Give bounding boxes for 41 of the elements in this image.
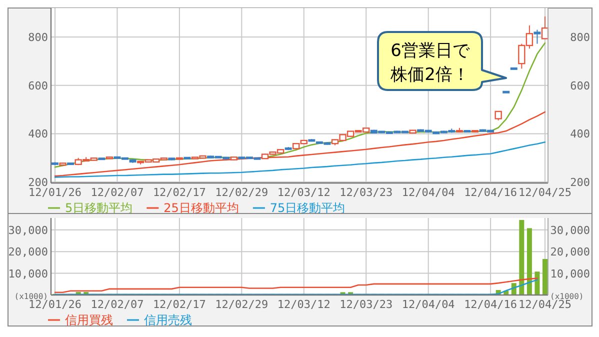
x-tick-label: 12/03/12 [277,186,330,199]
legend-label: 25日移動平均 [164,201,239,215]
y-tick-label: 800 [28,31,48,44]
legend-信用売残: 信用売残 [127,313,192,327]
y2-tick-label: 200 [570,176,590,190]
y2-tick-label: 600 [570,79,590,92]
x-tick-label: 12/02/29 [215,186,268,199]
x-tick-label: 12/02/17 [152,298,206,311]
x-tick-label: 12/04/25 [518,298,572,311]
x-tick-label: 12/01/26 [28,298,82,311]
y-tick-label: 600 [28,79,48,92]
legend-label: 信用買残 [65,313,113,327]
y2-tick-label: 400 [570,128,590,141]
annotation: 株価2倍！ [390,65,470,85]
x-tick-label: 12/03/23 [340,186,393,199]
x-tick-label: 12/04/16 [464,298,518,311]
y-tick-label: (x1000) [14,292,48,301]
y-tick-label: 30,000 [8,224,48,237]
legend-label: 75日移動平均 [270,201,346,215]
legend-label: 信用売残 [144,313,192,327]
y2-tick-label: 10,000 [550,267,590,280]
y2-tick-label: (x1000) [550,292,584,301]
y-tick-label: 20,000 [8,246,48,259]
y-tick-label: 400 [28,128,48,141]
x-tick-label: 12/02/07 [90,186,144,199]
y2-tick-label: 20,000 [550,246,590,259]
y2-tick-label: 30,000 [550,224,590,237]
x-tick-label: 12/04/04 [402,298,456,311]
legend-label: 5日移動平均 [65,201,133,215]
x-tick-label: 12/03/23 [340,298,393,311]
x-tick-label: 12/02/29 [215,298,268,311]
x-tick-label: 12/02/17 [152,186,206,199]
legend-信用買残: 信用買残 [48,313,113,327]
y-tick-label: 10,000 [8,267,48,280]
x-tick-label: 12/04/25 [518,186,572,199]
x-tick-label: 12/03/12 [277,298,330,311]
x-tick-label: 12/04/04 [402,186,456,199]
x-tick-label: 12/04/16 [464,186,518,199]
annotation: 6営業日で [390,41,470,61]
x-tick-label: 12/02/07 [90,298,144,311]
y2-tick-label: 800 [570,31,590,44]
